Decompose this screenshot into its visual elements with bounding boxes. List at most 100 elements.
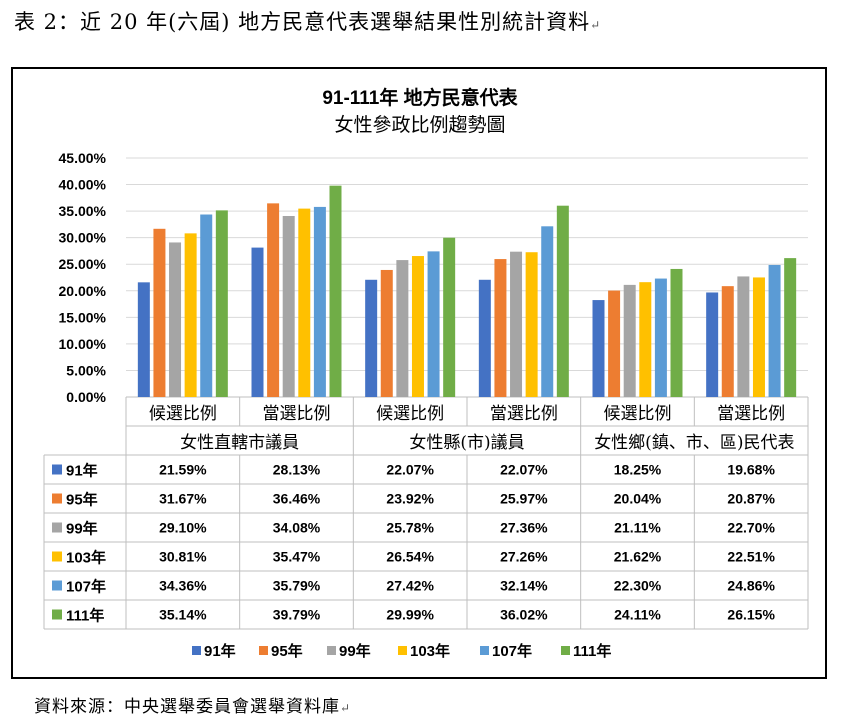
- legend-key: [327, 646, 336, 655]
- bar: [525, 252, 538, 397]
- x-category-label: 候選比例: [604, 404, 672, 424]
- y-tick-label: 20.00%: [59, 283, 107, 299]
- table-series-label: 95年: [66, 491, 98, 509]
- x-group-label: 女性直轄市議員: [180, 433, 299, 453]
- table-cell-value: 22.07%: [386, 462, 434, 478]
- y-tick-label: 5.00%: [66, 362, 106, 378]
- table-cell-value: 22.30%: [614, 578, 662, 594]
- bar: [592, 300, 605, 397]
- bar: [639, 282, 652, 397]
- table-cell-value: 18.25%: [614, 462, 662, 478]
- gridlines: [126, 157, 808, 398]
- legend-key: [398, 646, 407, 655]
- bar: [329, 185, 342, 397]
- bar: [706, 292, 719, 397]
- bar: [752, 277, 765, 397]
- bar: [427, 251, 440, 397]
- table-cell-value: 20.04%: [614, 491, 662, 507]
- bar: [768, 264, 781, 397]
- bar: [478, 279, 491, 397]
- table-cell-value: 39.79%: [273, 607, 321, 623]
- table-caption-text: 表 2：近 20 年(六屆) 地方民意代表選舉結果性別統計資料: [14, 10, 591, 34]
- bar: [215, 210, 228, 397]
- table-legend-key: [52, 551, 62, 562]
- chart-title: 91-111年 地方民意代表: [322, 86, 518, 109]
- bar: [510, 251, 523, 397]
- table-legend-key: [52, 580, 62, 591]
- table-cell-value: 21.62%: [614, 549, 662, 565]
- table-cell-value: 22.51%: [727, 549, 775, 565]
- table-cell-value: 23.92%: [386, 491, 434, 507]
- table-cell-value: 27.36%: [500, 520, 548, 536]
- bar: [169, 242, 182, 397]
- legend-key: [192, 646, 201, 655]
- table-legend-key: [52, 464, 62, 475]
- table-cell-value: 25.78%: [386, 520, 434, 536]
- bar: [298, 208, 311, 397]
- y-tick-label: 30.00%: [59, 230, 107, 246]
- legend-label: 91年: [204, 642, 236, 660]
- x-category-label: 當選比例: [490, 404, 558, 424]
- y-axis-ticks: 0.00% 5.00% 10.00% 15.00% 20.00% 25.00% 30.00%…: [59, 150, 107, 405]
- table-cell-value: 21.59%: [159, 462, 207, 478]
- y-tick-label: 25.00%: [59, 256, 107, 272]
- legend-key: [480, 646, 489, 655]
- table-series-label: 91年: [66, 462, 98, 480]
- table-cell-value: 30.81%: [159, 549, 207, 565]
- table-cell-value: 25.97%: [500, 491, 548, 507]
- table-cell-value: 24.86%: [727, 578, 775, 594]
- y-tick-label: 0.00%: [66, 389, 106, 405]
- table-cell-value: 36.46%: [273, 491, 321, 507]
- x-category-label: 當選比例: [717, 404, 785, 424]
- bar: [670, 268, 683, 397]
- y-tick-label: 45.00%: [59, 150, 107, 166]
- y-tick-label: 35.00%: [59, 203, 107, 219]
- bar: [494, 259, 507, 397]
- bar: [200, 214, 213, 397]
- bar: [184, 233, 197, 397]
- table-cell-value: 31.67%: [159, 491, 207, 507]
- table-cell-value: 32.14%: [500, 578, 548, 594]
- table-cell-value: 34.08%: [273, 520, 321, 536]
- legend-label: 111年: [573, 642, 611, 660]
- paragraph-mark-icon: ↵: [340, 701, 352, 715]
- table-cell-value: 35.14%: [159, 607, 207, 623]
- bar: [443, 237, 456, 397]
- table-cell-value: 27.42%: [386, 578, 434, 594]
- bar: [721, 286, 734, 397]
- bar: [380, 269, 393, 397]
- source-note-text: 資料來源：中央選舉委員會選舉資料庫: [34, 697, 340, 717]
- x-group-label: 女性縣(市)議員: [409, 433, 524, 453]
- bar: [251, 247, 264, 397]
- table-cell-value: 26.54%: [386, 549, 434, 565]
- bars: [137, 185, 797, 397]
- bar: [282, 215, 295, 397]
- table-cell-value: 35.79%: [273, 578, 321, 594]
- x-category-label: 候選比例: [149, 404, 217, 424]
- y-tick-label: 15.00%: [59, 309, 107, 325]
- legend-label: 107年: [492, 642, 532, 660]
- bar: [137, 282, 150, 397]
- bar: [267, 203, 280, 397]
- table-cell-value: 27.26%: [500, 549, 548, 565]
- chart-subtitle: 女性參政比例趨勢圖: [334, 114, 505, 136]
- legend-key: [561, 646, 570, 655]
- table-cell-value: 28.13%: [273, 462, 321, 478]
- bar: [556, 205, 569, 397]
- y-tick-label: 40.00%: [59, 177, 107, 193]
- table-cell-value: 21.11%: [614, 520, 661, 536]
- y-tick-label: 10.00%: [59, 336, 107, 352]
- table-legend-key: [52, 609, 62, 620]
- bar: [396, 260, 409, 397]
- paragraph-mark-icon: ↵: [590, 18, 602, 32]
- x-group-label: 女性鄉(鎮、市、區)民代表: [594, 433, 794, 453]
- bar: [623, 284, 636, 397]
- table-cell-value: 29.10%: [159, 520, 207, 536]
- table-cell-value: 35.47%: [273, 549, 321, 565]
- legend-label: 103年: [410, 642, 450, 660]
- bar: [365, 279, 378, 397]
- table-cell-value: 29.99%: [386, 607, 434, 623]
- table-cell-value: 26.15%: [727, 607, 775, 623]
